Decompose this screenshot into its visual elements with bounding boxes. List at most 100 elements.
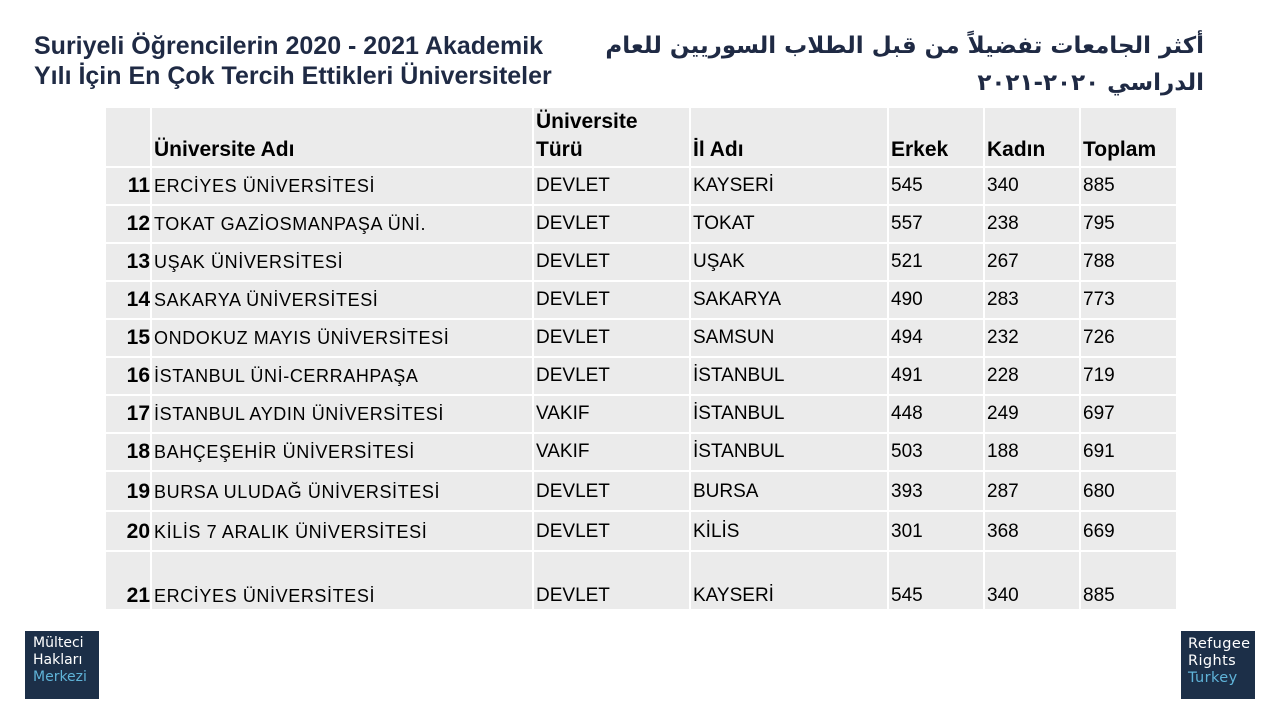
row-rank: 14 xyxy=(104,280,152,320)
row-female: 188 xyxy=(983,432,1081,472)
row-rank: 16 xyxy=(104,356,152,396)
row-female: 232 xyxy=(983,318,1081,358)
row-university-type: DEVLET xyxy=(532,242,691,282)
row-female: 340 xyxy=(983,550,1081,611)
row-university-name: ERCİYES ÜNİVERSİTESİ xyxy=(150,550,534,611)
row-city: İSTANBUL xyxy=(689,394,889,434)
row-total: 885 xyxy=(1079,166,1178,206)
universities-table: Üniversite Adı Üniversite Türü İl Adı Er… xyxy=(104,106,1178,611)
header-city: İl Adı xyxy=(689,106,889,168)
header-university-name: Üniversite Adı xyxy=(150,106,534,168)
table-row: 13 UŞAK ÜNİVERSİTESİ DEVLET UŞAK 521 267 788 xyxy=(104,242,1178,282)
title-turkish: Suriyeli Öğrencilerin 2020 - 2021 Akadem… xyxy=(34,32,552,90)
row-total: 795 xyxy=(1079,204,1178,244)
row-city: TOKAT xyxy=(689,204,889,244)
row-city: İSTANBUL xyxy=(689,432,889,472)
table-row: 19 BURSA ULUDAĞ ÜNİVERSİTESİ DEVLET BURSA 39… xyxy=(104,470,1178,512)
title-arabic: أكثر الجامعات تفضيلاً من قبل الطلاب السو… xyxy=(605,33,1204,96)
row-male: 521 xyxy=(887,242,985,282)
table-row: 17 İSTANBUL AYDIN ÜNİVERSİTESİ VAKIF İSTANB… xyxy=(104,394,1178,434)
row-total: 680 xyxy=(1079,470,1178,512)
row-male: 557 xyxy=(887,204,985,244)
header-rank xyxy=(104,106,152,168)
row-university-type: DEVLET xyxy=(532,550,691,611)
row-female: 287 xyxy=(983,470,1081,512)
row-total: 719 xyxy=(1079,356,1178,396)
row-rank: 20 xyxy=(104,510,152,552)
table-row: 14 SAKARYA ÜNİVERSİTESİ DEVLET SAKARYA 490 28… xyxy=(104,280,1178,320)
logo-left-line1: Mülteci xyxy=(33,635,84,651)
row-university-name: KİLİS 7 ARALIK ÜNİVERSİTESİ xyxy=(150,510,534,552)
row-university-type: DEVLET xyxy=(532,166,691,206)
row-university-name: BURSA ULUDAĞ ÜNİVERSİTESİ xyxy=(150,470,534,512)
table-row: 15 ONDOKUZ MAYIS ÜNİVERSİTESİ DEVLET SAMSUN… xyxy=(104,318,1178,358)
row-city: BURSA xyxy=(689,470,889,512)
header-university-type: Üniversite Türü xyxy=(532,106,691,168)
row-university-type: DEVLET xyxy=(532,510,691,552)
row-female: 249 xyxy=(983,394,1081,434)
header-female: Kadın xyxy=(983,106,1081,168)
row-university-type: DEVLET xyxy=(532,318,691,358)
row-female: 368 xyxy=(983,510,1081,552)
row-female: 267 xyxy=(983,242,1081,282)
row-university-name: İSTANBUL ÜNİ-CERRAHPAŞA xyxy=(150,356,534,396)
row-university-name: UŞAK ÜNİVERSİTESİ xyxy=(150,242,534,282)
row-rank: 13 xyxy=(104,242,152,282)
logo-left-line2: Hakları xyxy=(33,652,83,668)
row-city: UŞAK xyxy=(689,242,889,282)
logo-right-line1: Refugee xyxy=(1188,636,1251,652)
row-male: 301 xyxy=(887,510,985,552)
logo-right-line2: Rights xyxy=(1188,653,1237,669)
refugee-rights-turkey-logo: Refugee Rights Turkey xyxy=(1181,631,1255,699)
row-city: SAMSUN xyxy=(689,318,889,358)
row-rank: 17 xyxy=(104,394,152,434)
row-university-type: DEVLET xyxy=(532,204,691,244)
table-row: 18 BAHÇEŞEHİR ÜNİVERSİTESİ VAKIF İSTANBUL 50… xyxy=(104,432,1178,472)
row-total: 697 xyxy=(1079,394,1178,434)
row-male: 491 xyxy=(887,356,985,396)
row-rank: 19 xyxy=(104,470,152,512)
row-city: KAYSERİ xyxy=(689,550,889,611)
row-male: 448 xyxy=(887,394,985,434)
row-male: 503 xyxy=(887,432,985,472)
row-male: 490 xyxy=(887,280,985,320)
row-university-name: İSTANBUL AYDIN ÜNİVERSİTESİ xyxy=(150,394,534,434)
header-male: Erkek xyxy=(887,106,985,168)
row-male: 545 xyxy=(887,166,985,206)
row-university-name: ONDOKUZ MAYIS ÜNİVERSİTESİ xyxy=(150,318,534,358)
row-university-name: SAKARYA ÜNİVERSİTESİ xyxy=(150,280,534,320)
row-total: 726 xyxy=(1079,318,1178,358)
table-header-row: Üniversite Adı Üniversite Türü İl Adı Er… xyxy=(104,106,1178,168)
table-row: 21 ERCİYES ÜNİVERSİTESİ DEVLET KAYSERİ 545 34… xyxy=(104,550,1178,611)
row-university-name: BAHÇEŞEHİR ÜNİVERSİTESİ xyxy=(150,432,534,472)
row-city: SAKARYA xyxy=(689,280,889,320)
logo-right-line3: Turkey xyxy=(1188,670,1238,686)
row-male: 393 xyxy=(887,470,985,512)
multeci-haklari-merkezi-logo: Mülteci Hakları Merkezi xyxy=(25,631,99,699)
row-university-type: DEVLET xyxy=(532,470,691,512)
row-university-name: ERCİYES ÜNİVERSİTESİ xyxy=(150,166,534,206)
row-university-type: VAKIF xyxy=(532,394,691,434)
row-female: 340 xyxy=(983,166,1081,206)
row-total: 885 xyxy=(1079,550,1178,611)
row-total: 788 xyxy=(1079,242,1178,282)
row-male: 494 xyxy=(887,318,985,358)
row-male: 545 xyxy=(887,550,985,611)
row-university-name: TOKAT GAZİOSMANPAŞA ÜNİ. xyxy=(150,204,534,244)
row-city: KİLİS xyxy=(689,510,889,552)
row-total: 691 xyxy=(1079,432,1178,472)
table-row: 12 TOKAT GAZİOSMANPAŞA ÜNİ. DEVLET TOKAT 557… xyxy=(104,204,1178,244)
table-row: 11 ERCİYES ÜNİVERSİTESİ DEVLET KAYSERİ 545 34… xyxy=(104,166,1178,206)
row-city: KAYSERİ xyxy=(689,166,889,206)
row-female: 228 xyxy=(983,356,1081,396)
row-total: 773 xyxy=(1079,280,1178,320)
row-university-type: VAKIF xyxy=(532,432,691,472)
row-female: 283 xyxy=(983,280,1081,320)
row-city: İSTANBUL xyxy=(689,356,889,396)
row-rank: 11 xyxy=(104,166,152,206)
header-total: Toplam xyxy=(1079,106,1178,168)
row-rank: 15 xyxy=(104,318,152,358)
row-rank: 21 xyxy=(104,550,152,611)
row-university-type: DEVLET xyxy=(532,356,691,396)
